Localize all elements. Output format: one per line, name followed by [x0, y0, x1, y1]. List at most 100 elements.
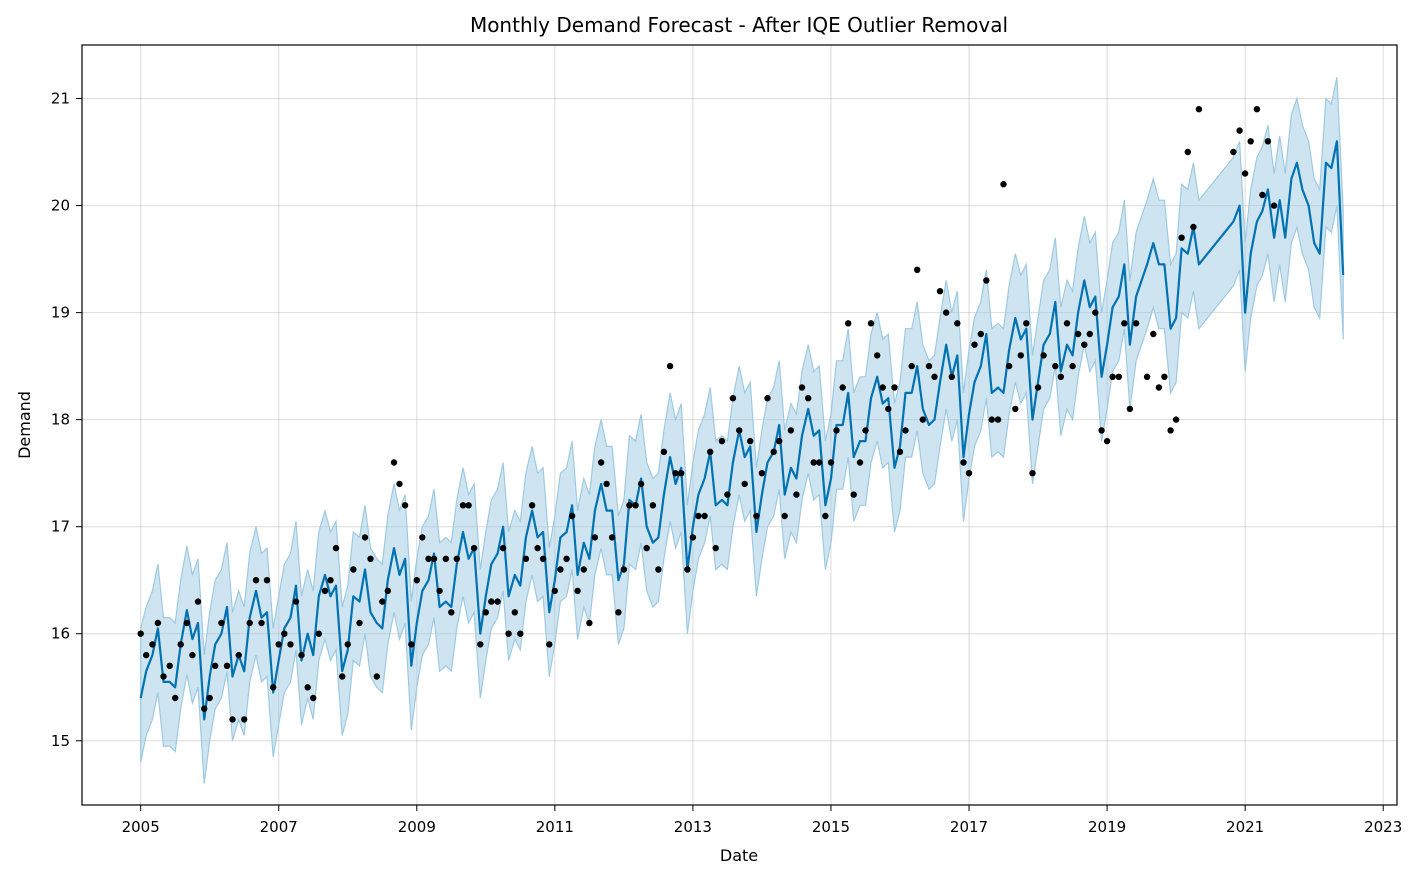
actual-point — [1230, 148, 1237, 156]
actual-point — [160, 673, 167, 680]
actual-point — [862, 427, 869, 434]
actual-point — [603, 480, 610, 488]
actual-point — [753, 512, 760, 520]
actual-point — [943, 309, 950, 316]
actual-point — [591, 534, 599, 541]
actual-point — [172, 694, 179, 702]
actual-point — [551, 587, 558, 595]
actual-point — [448, 609, 455, 616]
actual-point — [367, 555, 374, 562]
actual-point — [1195, 106, 1203, 113]
actual-point — [891, 384, 898, 391]
y-axis-ticks: 15 16 17 18 19 20 21 — [51, 90, 82, 750]
actual-point — [1092, 309, 1099, 316]
actual-point — [965, 470, 973, 477]
actual-point — [908, 362, 915, 370]
actual-point — [1005, 362, 1013, 370]
actual-point — [166, 662, 173, 669]
actual-point — [477, 641, 484, 648]
actual-point — [1017, 352, 1024, 359]
actual-point — [822, 512, 829, 520]
x-axis-ticks: 2005 2007 2009 2011 2013 2015 2017 2019 2021 2023 — [122, 805, 1402, 836]
actual-point — [1184, 148, 1192, 156]
actual-point — [137, 630, 144, 637]
actual-point — [586, 619, 593, 627]
forecast-line-layer — [139, 140, 1345, 721]
actual-point — [931, 373, 938, 380]
actual-point — [879, 384, 886, 391]
actual-point — [1052, 362, 1059, 370]
actual-point — [695, 512, 702, 520]
y-axis-label: Demand — [15, 391, 34, 459]
actual-point — [1178, 234, 1185, 241]
x-tick-label: 2009 — [398, 818, 436, 836]
actual-point — [994, 416, 1002, 423]
actual-point — [310, 694, 317, 702]
actual-point — [684, 566, 691, 573]
actual-point — [212, 662, 219, 669]
actual-point — [339, 673, 346, 680]
x-tick-label: 2017 — [950, 818, 988, 836]
x-tick-label: 2011 — [536, 818, 574, 836]
actual-point — [298, 651, 305, 659]
actual-point — [1029, 470, 1036, 477]
actual-point — [344, 641, 351, 648]
actual-point — [1034, 384, 1042, 391]
actual-point — [1264, 138, 1272, 145]
actual-point — [1040, 352, 1047, 359]
actual-point — [971, 341, 978, 348]
actual-point — [1057, 373, 1065, 380]
actual-point — [263, 577, 271, 584]
actual-point — [1155, 384, 1163, 391]
actual-point — [1236, 127, 1243, 134]
actual-point — [770, 448, 777, 455]
actual-point — [189, 651, 196, 659]
actual-point — [292, 598, 300, 605]
actual-point — [827, 459, 835, 466]
plot-frame — [81, 44, 1398, 806]
actual-point — [442, 555, 449, 562]
actual-point — [499, 544, 507, 552]
actual-point — [597, 459, 605, 466]
actual-point — [845, 320, 852, 327]
actual-point — [304, 684, 311, 691]
actual-point — [729, 395, 737, 402]
actual-point — [707, 448, 714, 455]
actual-point — [223, 662, 231, 669]
actual-point — [1000, 181, 1007, 188]
actual-point — [396, 480, 403, 488]
actual-point — [632, 502, 639, 509]
actual-point — [194, 598, 202, 605]
actual-point — [1069, 362, 1076, 370]
actual-point — [1167, 427, 1174, 434]
actual-point — [867, 320, 875, 327]
y-tick-label: 15 — [51, 732, 70, 750]
actual-point — [379, 598, 386, 605]
actual-point — [511, 609, 518, 616]
actual-point — [747, 437, 754, 445]
x-tick-label: 2015 — [812, 818, 850, 836]
y-tick-label: 17 — [51, 518, 70, 536]
actual-point — [678, 470, 685, 477]
actual-point — [1012, 405, 1019, 413]
actual-point — [948, 373, 955, 380]
actual-point — [149, 641, 156, 648]
actual-point — [1270, 202, 1278, 209]
actual-point — [1023, 320, 1030, 327]
actual-point — [270, 684, 277, 691]
actual-point — [615, 609, 622, 616]
actual-point — [246, 619, 253, 627]
actual-point — [902, 427, 909, 434]
actual-point — [183, 619, 191, 627]
actual-point — [539, 555, 547, 562]
actual-point — [839, 384, 846, 391]
actual-point — [373, 673, 380, 680]
actual-point — [563, 555, 570, 562]
actual-point — [1103, 437, 1111, 445]
actual-point — [1115, 373, 1123, 380]
actual-point — [206, 694, 213, 702]
actual-point — [856, 459, 864, 466]
actual-point — [810, 459, 817, 466]
actual-point — [649, 502, 657, 509]
actual-point — [465, 502, 472, 509]
